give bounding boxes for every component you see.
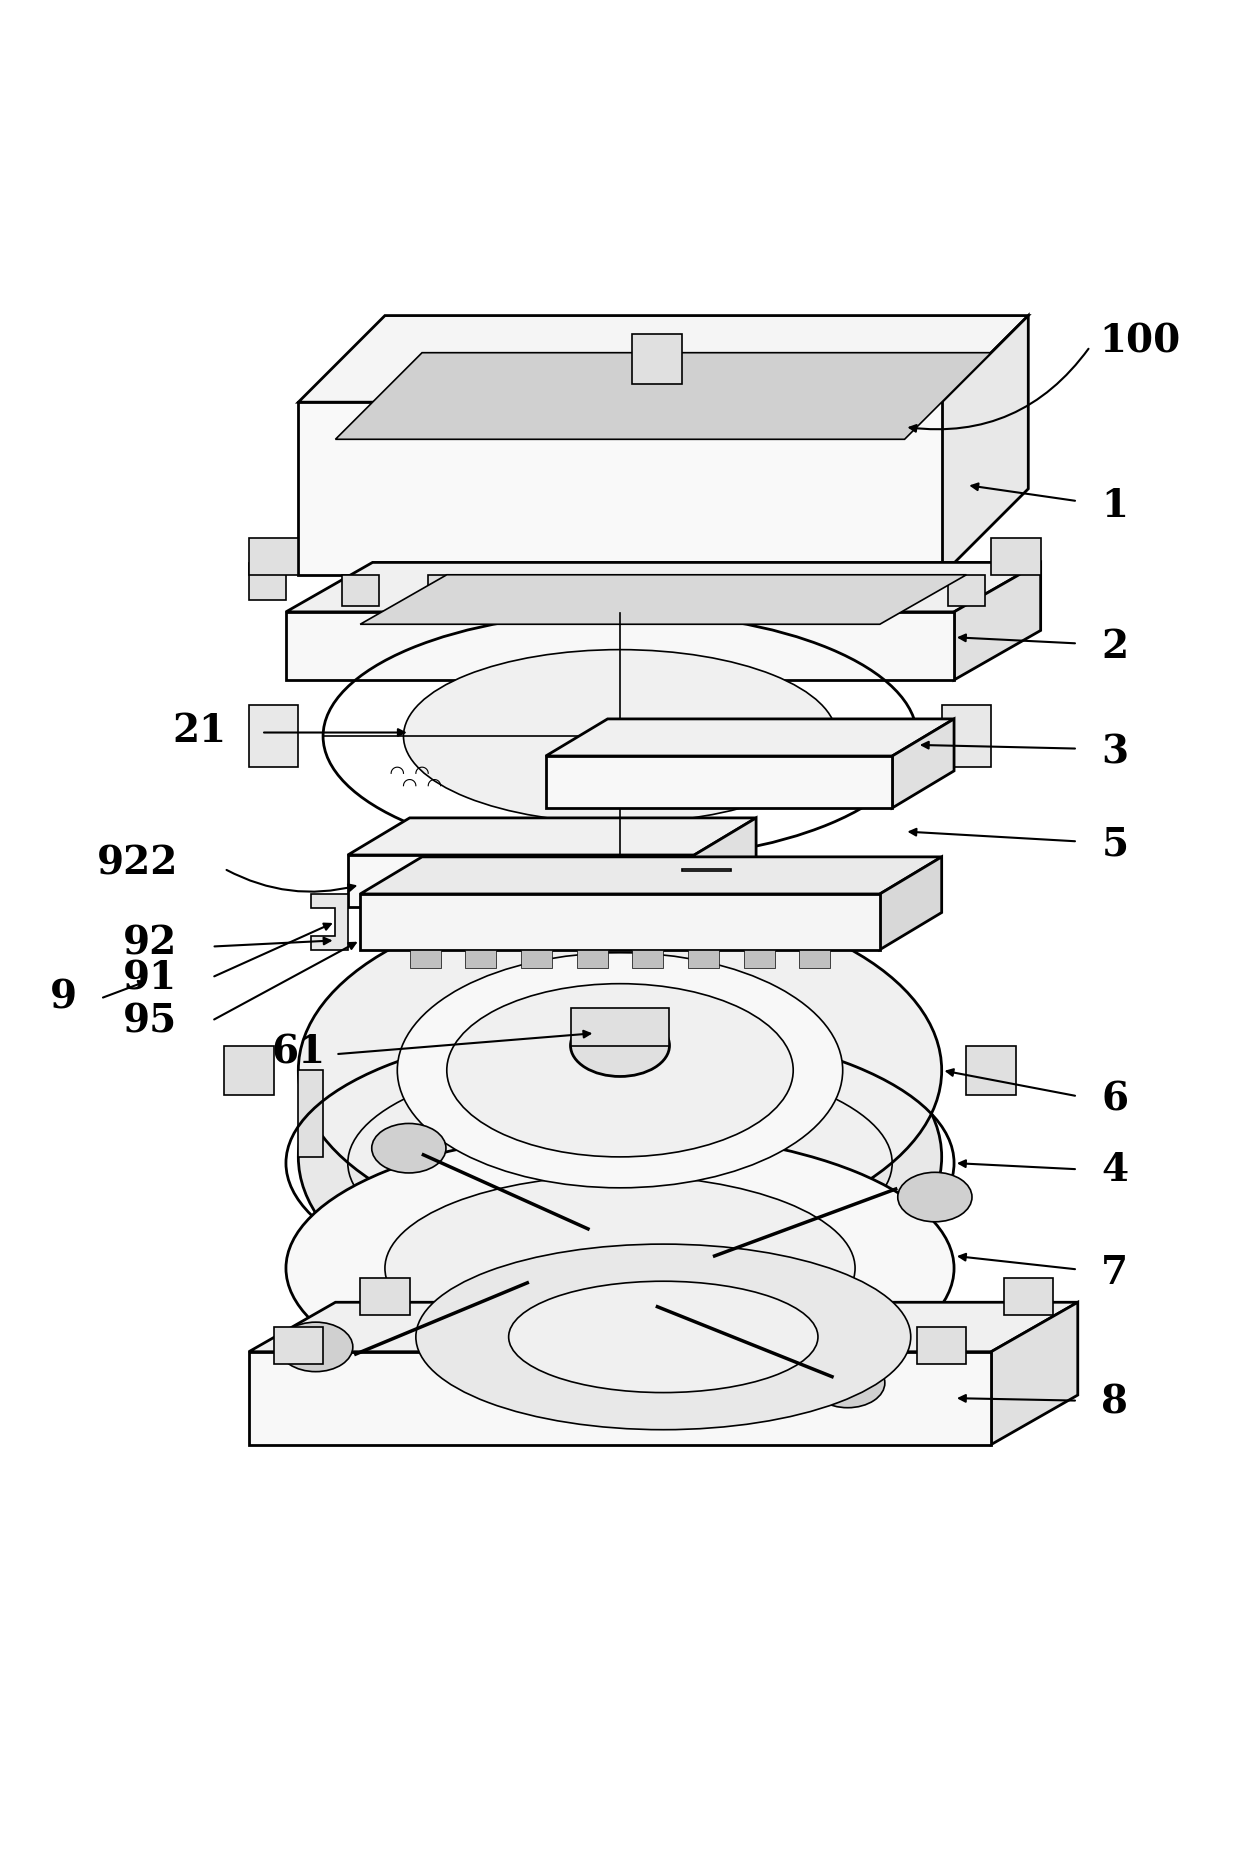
Polygon shape — [311, 895, 347, 951]
Text: 6: 6 — [1101, 1081, 1128, 1118]
Polygon shape — [941, 316, 1028, 576]
Ellipse shape — [898, 1172, 972, 1222]
Polygon shape — [224, 1045, 274, 1096]
Ellipse shape — [570, 1016, 670, 1077]
Bar — [862, 576, 898, 607]
Polygon shape — [966, 1045, 1016, 1096]
Polygon shape — [249, 706, 299, 767]
Ellipse shape — [508, 1281, 818, 1393]
Text: 4: 4 — [1101, 1151, 1128, 1188]
Polygon shape — [299, 403, 941, 576]
Polygon shape — [954, 563, 1040, 680]
Bar — [632, 951, 663, 969]
Ellipse shape — [446, 984, 794, 1157]
Polygon shape — [546, 756, 893, 808]
Bar — [800, 951, 831, 969]
Bar — [409, 951, 440, 969]
Polygon shape — [694, 819, 756, 908]
Bar — [274, 1328, 324, 1365]
Ellipse shape — [403, 650, 837, 823]
Bar — [428, 576, 465, 607]
Ellipse shape — [286, 1133, 954, 1404]
Text: 2: 2 — [1101, 628, 1128, 665]
Text: 7: 7 — [1101, 1253, 1128, 1291]
Polygon shape — [347, 819, 756, 856]
Text: 1: 1 — [1101, 487, 1128, 524]
Text: 8: 8 — [1101, 1383, 1128, 1421]
Bar — [916, 1328, 966, 1365]
Bar — [744, 951, 775, 969]
Text: 100: 100 — [1099, 321, 1180, 360]
Bar — [577, 951, 608, 969]
Ellipse shape — [397, 953, 843, 1188]
Text: 5: 5 — [1101, 825, 1128, 864]
Polygon shape — [360, 858, 941, 895]
Polygon shape — [991, 1302, 1078, 1445]
Text: 3: 3 — [1101, 734, 1128, 771]
Polygon shape — [249, 539, 299, 576]
Bar — [465, 951, 496, 969]
Polygon shape — [347, 856, 694, 908]
Polygon shape — [360, 895, 880, 951]
Ellipse shape — [415, 1244, 910, 1430]
Ellipse shape — [372, 1123, 446, 1174]
Polygon shape — [336, 353, 991, 440]
Polygon shape — [880, 858, 941, 951]
Ellipse shape — [384, 1175, 856, 1361]
Text: 9: 9 — [50, 977, 77, 1016]
Polygon shape — [893, 719, 954, 808]
Text: 95: 95 — [123, 1003, 177, 1040]
Polygon shape — [570, 1008, 670, 1045]
Polygon shape — [286, 563, 1040, 613]
Bar — [360, 1278, 409, 1315]
Bar — [521, 951, 552, 969]
Polygon shape — [249, 565, 286, 602]
Ellipse shape — [811, 1359, 885, 1408]
Polygon shape — [249, 1302, 1078, 1352]
Polygon shape — [286, 613, 954, 680]
Bar — [688, 951, 719, 969]
Bar — [342, 576, 378, 607]
Bar — [947, 576, 985, 607]
Polygon shape — [941, 706, 991, 767]
Bar — [1003, 1278, 1053, 1315]
Polygon shape — [249, 1352, 991, 1445]
Polygon shape — [546, 719, 954, 756]
Text: 61: 61 — [272, 1032, 325, 1071]
Ellipse shape — [299, 984, 941, 1330]
Text: 91: 91 — [123, 958, 177, 997]
Polygon shape — [991, 539, 1040, 576]
Ellipse shape — [299, 897, 941, 1244]
Text: 21: 21 — [172, 711, 227, 750]
Text: 922: 922 — [97, 843, 179, 882]
Polygon shape — [299, 1071, 324, 1157]
Polygon shape — [299, 316, 1028, 403]
Polygon shape — [632, 334, 682, 384]
Text: 92: 92 — [123, 925, 177, 962]
Polygon shape — [360, 576, 966, 626]
Ellipse shape — [279, 1322, 353, 1372]
